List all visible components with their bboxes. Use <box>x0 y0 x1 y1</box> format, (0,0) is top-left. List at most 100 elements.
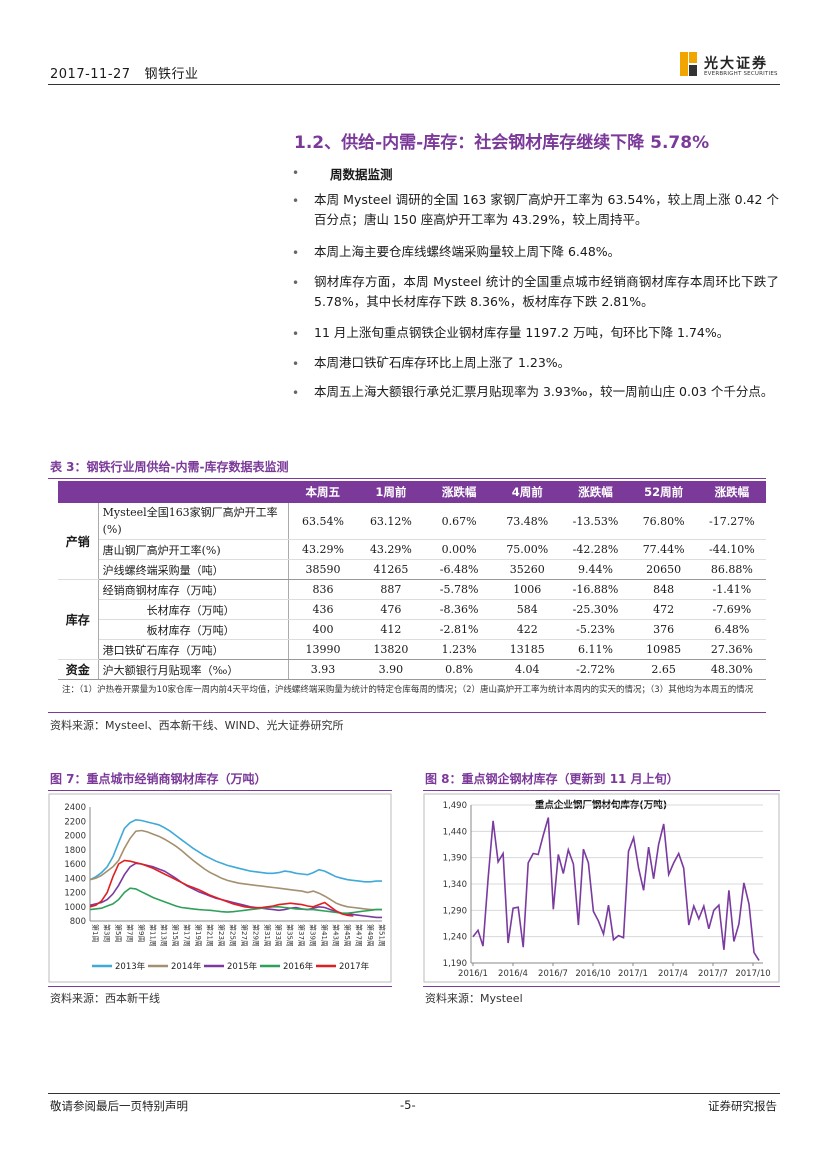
table-cell: -2.72% <box>561 659 630 680</box>
table-row-label: 港口铁矿石库存（万吨） <box>98 639 290 660</box>
chart8-y-tick-label: 1,440 <box>443 827 467 837</box>
chart7-y-tick-label: 2000 <box>64 832 86 842</box>
table-cell: 584 <box>493 599 562 620</box>
chart7-x-tick-label: 第7周 <box>125 924 134 942</box>
table-cell: -2.81% <box>425 619 494 640</box>
chart7-legend-label: 2013年 <box>115 961 146 972</box>
table-cell: -5.78% <box>425 579 494 600</box>
table-row: 港口铁矿石库存（万吨） 13990 13820 1.23% 13185 6.11… <box>58 639 766 660</box>
table-cell: -5.23% <box>561 619 630 640</box>
table-cell: 6.48% <box>697 619 766 640</box>
table-cell: -25.30% <box>561 599 630 620</box>
chart7-x-tick-label: 第29周 <box>251 924 260 947</box>
chart8-y-tick-label: 1,290 <box>443 906 467 916</box>
table-cell: 836 <box>288 579 357 600</box>
report-date-industry: 2017-11-27 钢铁行业 <box>50 63 198 82</box>
chart7-y-tick-label: 2200 <box>64 817 86 827</box>
table-cell: 13185 <box>493 639 562 660</box>
chart7-x-tick-label: 第39周 <box>309 924 318 947</box>
section-subhead: 周数据监测 <box>330 167 393 182</box>
table-cell: 848 <box>629 579 698 600</box>
chart7-x-tick-label: 第27周 <box>240 924 249 947</box>
chart7-y-tick-label: 800 <box>70 917 86 927</box>
table-cell: 13990 <box>288 639 357 660</box>
chart7-x-tick-label: 第1周 <box>91 924 100 942</box>
chart7-series-line-2016年 <box>89 887 382 914</box>
chart8-top-rule <box>423 790 780 791</box>
table-row: 板材库存（万吨） 400 412 -2.81% 422 -5.23% 376 6… <box>58 619 766 640</box>
chart7-x-tick-label: 第11周 <box>148 924 157 947</box>
table-cell: -7.69% <box>697 599 766 620</box>
table-cell: 1006 <box>493 579 562 600</box>
chart8-frame <box>423 793 780 983</box>
table-top-rule <box>48 478 766 479</box>
table-header-blank <box>98 481 289 503</box>
chart7-x-tick-label: 第47周 <box>354 924 363 947</box>
table-cell: 38590 <box>288 559 357 580</box>
table-cell: 0.00% <box>425 539 494 560</box>
table-cell: 73.48% <box>493 503 562 540</box>
logo-cn-text: 光大证券 <box>704 56 768 72</box>
chart7-legend-label: 2017年 <box>339 961 370 972</box>
chart8-x-tick-label: 2017/7 <box>698 969 728 979</box>
table-cell: 27.36% <box>697 639 766 660</box>
table-group-label: 资金 <box>58 659 99 680</box>
table-cell: 20650 <box>629 559 698 580</box>
everbright-logo-mark-icon <box>680 52 697 76</box>
table-cell: 422 <box>493 619 562 640</box>
chart7-x-tick-label: 第21周 <box>206 924 215 947</box>
table-header: 4周前 <box>493 481 562 503</box>
bullet-icon: • <box>292 194 300 208</box>
table-cell: 13820 <box>356 639 426 660</box>
table-row: 长材库存（万吨） 436 476 -8.36% 584 -25.30% 472 … <box>58 599 766 620</box>
table-cell: 3.90 <box>356 659 426 680</box>
bullet-icon: • <box>292 166 300 180</box>
chart7-x-tick-label: 第37周 <box>297 924 306 947</box>
bullet-icon: • <box>292 327 300 341</box>
footer-rule <box>48 1093 780 1094</box>
table-cell: 63.12% <box>356 503 426 540</box>
chart7-y-tick-label: 1200 <box>64 889 86 899</box>
table-source: 资料来源：Mysteel、西本新干线、WIND、光大证券研究所 <box>50 719 344 732</box>
chart8-x-tick-label: 2016/4 <box>498 969 528 979</box>
chart7-top-rule <box>48 790 392 791</box>
table-cell: 10985 <box>629 639 698 660</box>
table-bottom-rule <box>48 712 766 713</box>
chart8-x-tick-label: 2016/1 <box>458 969 488 979</box>
chart7-x-tick-label: 第45周 <box>343 924 352 947</box>
chart8-y-tick-label: 1,340 <box>443 880 467 890</box>
table-cell: 436 <box>288 599 357 620</box>
table-group-label: 库存 <box>58 579 99 660</box>
chart7-frame <box>48 793 392 983</box>
chart7-legend-label: 2014年 <box>171 961 202 972</box>
table-cell: 41265 <box>356 559 426 580</box>
chart7-x-tick-label: 第23周 <box>217 924 226 947</box>
table-cell: 75.00% <box>493 539 562 560</box>
table-header: 涨跌幅 <box>561 481 630 503</box>
chart7-x-tick-label: 第35周 <box>286 924 295 947</box>
table-row-label: Mysteel全国163家钢厂高炉开工率(%) <box>98 503 290 540</box>
bullet-text-1: 本周 Mysteel 调研的全国 163 家钢厂高炉开工率为 63.54%，较上… <box>314 192 779 227</box>
table-header-blank <box>58 481 99 503</box>
bullet-text-5: 本周港口铁矿石库存环比上周上涨了 1.23%。 <box>314 355 571 370</box>
chart8-x-tick-label: 2017/1 <box>618 969 648 979</box>
table-note: 注：（1）沪热卷开票量为10家仓库一周内前4天平均值，沪线螺终端采购量为统计的特… <box>62 685 754 695</box>
table-cell: -13.53% <box>561 503 630 540</box>
table-cell: 6.11% <box>561 639 630 660</box>
bullet-icon: • <box>292 276 300 290</box>
table-cell: 63.54% <box>288 503 357 540</box>
chart7-y-tick-label: 2400 <box>64 803 86 813</box>
table-row: 产销 Mysteel全国163家钢厂高炉开工率(%) 63.54% 63.12%… <box>58 503 766 580</box>
chart7-y-tick-label: 1400 <box>64 874 86 884</box>
page-number: -5- <box>400 1098 416 1112</box>
chart7-x-tick-label: 第17周 <box>183 924 192 947</box>
table-cell: -44.10% <box>697 539 766 560</box>
table-header-row: 本周五 1周前 涨跌幅 4周前 涨跌幅 52周前 涨跌幅 <box>58 481 766 503</box>
table-row: 资金 沪大额银行月贴现率（‰） 3.93 3.90 0.8% 4.04 -2.7… <box>58 659 766 680</box>
industry-label: 钢铁行业 <box>144 67 199 82</box>
chart8-y-tick-label: 1,240 <box>443 933 467 943</box>
chart7-x-tick-label: 第15周 <box>171 924 180 947</box>
chart8-y-tick-label: 1,490 <box>443 801 467 811</box>
table-cell: 9.44% <box>561 559 630 580</box>
table-cell: 1.23% <box>425 639 494 660</box>
